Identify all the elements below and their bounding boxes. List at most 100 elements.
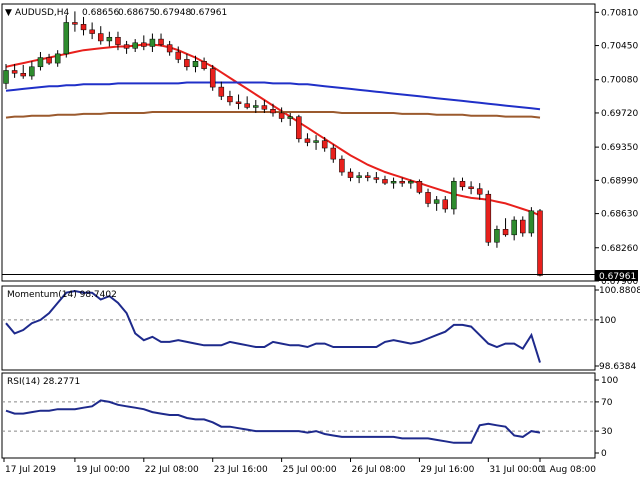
candle-body <box>20 73 26 77</box>
time-tick-label: 25 Jul 00:00 <box>283 465 337 475</box>
candle-body <box>46 57 52 64</box>
rsi-tick-label: 100 <box>601 376 618 386</box>
candle-body <box>382 179 388 184</box>
candle-body <box>63 22 70 55</box>
candle-body <box>364 175 371 178</box>
candle-body <box>321 140 328 149</box>
rsi-tick-label: 0 <box>601 449 607 459</box>
momentum-tick-label: 98.6384 <box>599 362 636 372</box>
price-tick-label: 0.68990 <box>601 176 638 186</box>
candle-body <box>537 210 543 276</box>
candle-body <box>278 112 285 119</box>
rsi-tick-label: 30 <box>601 427 613 437</box>
momentum-tick-label: 100 <box>599 316 616 326</box>
candle-body <box>158 38 164 45</box>
candle-body <box>356 175 362 178</box>
candle-body <box>72 22 78 25</box>
rsi-line <box>5 399 541 444</box>
time-tick-label: 22 Jul 08:00 <box>145 465 199 475</box>
candle-body <box>132 42 138 49</box>
chart-header-open: 0.68656 <box>82 8 119 18</box>
momentum-series-line <box>5 289 541 363</box>
time-tick-label: 29 Jul 16:00 <box>420 465 474 475</box>
main-price-ticks: 0.70810 0.70450 0.70080 0.69720 0.69350 0.689… <box>595 8 638 287</box>
chart-header-close: 0.67961 <box>190 8 227 18</box>
candlesticks <box>3 11 543 277</box>
candle-body <box>330 147 337 160</box>
candle-body <box>399 181 405 184</box>
candle-body <box>425 192 431 204</box>
candle-body <box>253 105 259 108</box>
candle-body <box>347 171 354 178</box>
chart-header-high: 0.68675 <box>118 8 155 18</box>
candle-body <box>270 109 276 114</box>
price-tick-label: 0.68260 <box>601 244 638 254</box>
candle-body <box>235 101 242 104</box>
current-price-badge <box>595 270 638 281</box>
candle-body <box>459 181 466 188</box>
candle-body <box>54 53 61 64</box>
candle-body <box>416 181 423 193</box>
current-price-label: 0.67961 <box>599 272 636 282</box>
time-tick-label: 23 Jul 16:00 <box>214 465 268 475</box>
candle-body <box>528 210 535 234</box>
candle-body <box>442 199 449 210</box>
time-tick-label: 1 Aug 08:00 <box>541 465 596 475</box>
candle-body <box>175 51 182 60</box>
price-tick-label: 0.69720 <box>601 109 638 119</box>
candle-body <box>3 70 9 84</box>
candle-body <box>227 96 233 103</box>
chart-header-caret-icon[interactable]: ▼ <box>5 8 12 18</box>
candle-body <box>80 24 87 31</box>
rsi-series-line <box>5 399 541 444</box>
price-tick-label: 0.69350 <box>601 143 638 153</box>
candle-body <box>287 116 293 119</box>
momentum-line <box>5 289 541 363</box>
candle-body <box>115 36 121 45</box>
candle-body <box>373 177 380 180</box>
candle-body <box>141 42 147 47</box>
momentum-tick-label: 100.8808 <box>599 286 640 296</box>
candle-body <box>468 186 474 189</box>
price-tick-label: 0.70080 <box>601 76 638 86</box>
candle-body <box>218 86 225 97</box>
rsi-label: RSI(14) 28.2771 <box>7 377 80 387</box>
chart-header-symbol: AUDUSD,H4 <box>15 8 70 18</box>
candle-body <box>201 60 207 69</box>
rsi-pane-frame <box>1 372 596 459</box>
momentum-label: Momentum(14) 98.7402 <box>7 290 117 300</box>
candle-body <box>244 103 250 108</box>
candle-body <box>97 33 104 42</box>
price-tick-label: 0.70450 <box>601 42 638 52</box>
candle-body <box>192 60 199 68</box>
candle-body <box>89 29 95 34</box>
candle-body <box>485 193 492 243</box>
time-tick-label: 17 Jul 2019 <box>5 465 56 475</box>
candle-body <box>304 138 311 143</box>
candle-body <box>451 181 457 210</box>
candle-body <box>339 158 345 173</box>
candle-body <box>11 70 18 74</box>
candle-body <box>106 36 113 42</box>
candle-body <box>494 229 500 243</box>
rsi-tick-label: 70 <box>601 398 613 408</box>
time-tick-label: 19 Jul 00:00 <box>76 465 130 475</box>
time-tick-label: 31 Jul 00:00 <box>489 465 543 475</box>
candle-body <box>166 44 173 53</box>
candle-body <box>149 38 156 47</box>
candle-body <box>29 66 35 77</box>
candle-body <box>511 219 517 236</box>
candle-body <box>408 181 414 184</box>
price-tick-label: 0.68630 <box>601 210 638 220</box>
rsi-ticks: 100 70 30 0 <box>2 376 618 459</box>
chart-header-low: 0.67948 <box>154 8 191 18</box>
candle-body <box>37 57 44 68</box>
candle-body <box>520 219 526 234</box>
candle-body <box>209 68 216 88</box>
candle-body <box>123 44 130 49</box>
ma-mid-line <box>5 81 541 111</box>
momentum-ticks: 100.8808 100 98.6384 <box>2 286 640 372</box>
time-tick-label: 26 Jul 08:00 <box>352 465 406 475</box>
price-tick-label: 0.70810 <box>601 8 638 18</box>
